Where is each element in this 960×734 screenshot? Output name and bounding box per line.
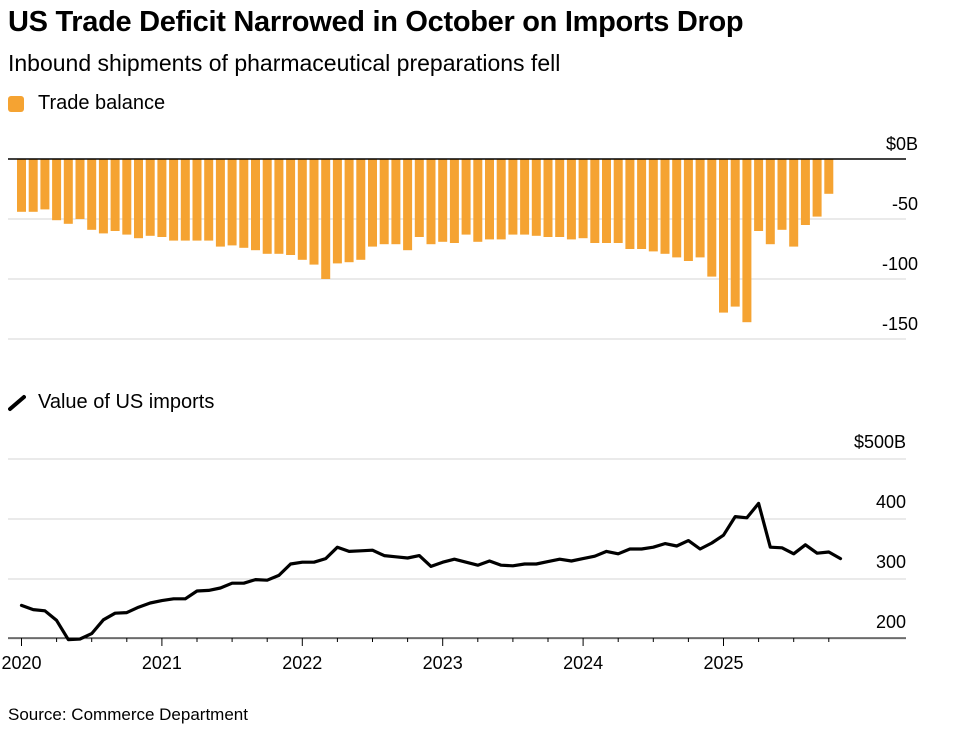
trade-balance-bar (555, 159, 565, 237)
imports-ytick-label: 300 (876, 552, 906, 572)
trade-balance-bar (531, 159, 541, 236)
legend-trade-balance: Trade balance (8, 92, 165, 115)
trade-balance-bar (578, 159, 588, 239)
trade-balance-bar (239, 159, 249, 248)
chart-subtitle: Inbound shipments of pharmaceutical prep… (8, 50, 561, 76)
trade-balance-bar (473, 159, 483, 242)
trade-balance-bar (403, 159, 413, 251)
trade-balance-bar (110, 159, 120, 231)
trade-balance-bar (145, 159, 155, 236)
trade-balance-bar (707, 159, 717, 277)
imports-ytick-label: 200 (876, 612, 906, 632)
balance-ytick-label: $0B (886, 134, 918, 154)
trade-balance-bar (719, 159, 728, 313)
trade-balance-bar (590, 159, 600, 243)
trade-balance-bar (169, 159, 179, 241)
trade-balance-bar (625, 159, 635, 249)
trade-balance-bar (730, 159, 740, 307)
trade-balance-bar (391, 159, 401, 245)
trade-balance-bar (789, 159, 799, 247)
trade-balance-bar (566, 159, 576, 240)
trade-balance-bar (157, 159, 167, 237)
imports-ytick-label: $500B (854, 432, 906, 452)
trade-balance-bar (344, 159, 354, 263)
line-swatch-icon (8, 394, 26, 411)
trade-balance-bar (754, 159, 764, 231)
trade-balance-bar (134, 159, 143, 239)
trade-balance-bar (379, 159, 389, 245)
trade-balance-bar (683, 159, 693, 261)
trade-balance-bar (122, 159, 132, 235)
trade-balance-bar (613, 159, 623, 243)
trade-balance-bar (765, 159, 775, 245)
trade-balance-bar (602, 159, 611, 243)
balance-ytick-label: -100 (882, 254, 918, 274)
x-tick-label: 2025 (703, 653, 743, 673)
trade-balance-swatch-icon (8, 95, 24, 112)
trade-balance-bar (449, 159, 459, 243)
x-tick-label: 2020 (1, 653, 41, 673)
trade-balance-bar (192, 159, 202, 241)
balance-ytick-label: -50 (892, 194, 918, 214)
x-tick-label: 2021 (142, 653, 182, 673)
trade-balance-bar (695, 159, 705, 258)
trade-balance-bar (321, 159, 331, 279)
trade-balance-bar (227, 159, 237, 246)
imports-line (19, 501, 843, 642)
trade-balance-bar (368, 159, 377, 247)
trade-balance-bar (28, 159, 38, 212)
trade-balance-bar (262, 159, 272, 254)
trade-balance-bar (215, 159, 225, 247)
trade-balance-bar (274, 159, 284, 254)
trade-balance-bar (52, 159, 62, 221)
trade-balance-bar (426, 159, 436, 245)
trade-balance-bar (180, 159, 190, 241)
trade-balance-bar (332, 159, 342, 264)
trade-balance-bar (461, 159, 471, 235)
legend-trade-balance-label: Trade balance (38, 92, 166, 114)
trade-balance-bar (98, 159, 108, 234)
trade-balance-bar (742, 159, 752, 323)
trade-balance-bar (204, 159, 214, 241)
trade-balance-bar (777, 159, 787, 230)
legend-imports-label: Value of US imports (38, 391, 215, 413)
trade-balance-bar (297, 159, 307, 260)
chart-canvas: $0B -50 -100 -150 $500B 400 300 200 2020 2021 2022… (1, 134, 918, 673)
imports-ytick-label: 400 (876, 492, 906, 512)
trade-balance-bar (508, 159, 518, 235)
trade-balance-bar (800, 159, 810, 225)
trade-balance-bar (414, 159, 424, 237)
trade-balance-bar (520, 159, 530, 235)
source-note: Source: Commerce Department (8, 705, 248, 724)
trade-balance-bar (660, 159, 670, 254)
trade-balance-bar (648, 159, 658, 252)
trade-balance-bar (485, 159, 494, 240)
trade-balance-bar (309, 159, 319, 265)
trade-balance-bar (87, 159, 97, 230)
trade-balance-bar (251, 159, 260, 251)
trade-balance-bar (824, 159, 834, 194)
trade-balance-bar (40, 159, 50, 210)
trade-balance-bar (496, 159, 506, 240)
trade-balance-bar (75, 159, 85, 219)
chart-title: US Trade Deficit Narrowed in October on … (8, 6, 744, 38)
trade-balance-bar (286, 159, 296, 255)
trade-balance-bar (356, 159, 366, 260)
trade-balance-bar (63, 159, 73, 224)
trade-balance-bar (672, 159, 682, 258)
trade-balance-bar (438, 159, 448, 242)
trade-balance-bar (812, 159, 822, 217)
trade-balance-bar (17, 159, 26, 212)
balance-ytick-label: -150 (882, 314, 918, 334)
x-tick-label: 2023 (423, 653, 463, 673)
x-tick-label: 2022 (282, 653, 322, 673)
trade-balance-bar (543, 159, 553, 237)
legend-imports: Value of US imports (8, 391, 214, 414)
trade-balance-bar (637, 159, 647, 249)
x-tick-label: 2024 (563, 653, 603, 673)
